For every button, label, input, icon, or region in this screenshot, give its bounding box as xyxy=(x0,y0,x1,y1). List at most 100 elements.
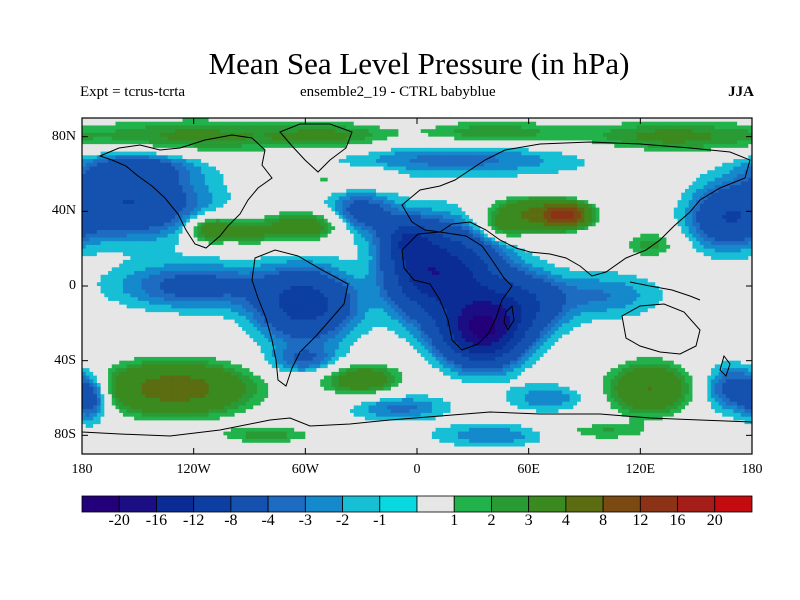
field-cell xyxy=(685,203,690,208)
field-cell xyxy=(543,181,548,186)
field-cell xyxy=(376,118,381,123)
field-cell xyxy=(577,174,582,179)
field-cell xyxy=(577,129,582,134)
field-cell xyxy=(562,170,567,175)
field-cell xyxy=(618,192,623,197)
field-cell xyxy=(230,155,236,160)
field-cell xyxy=(327,203,332,208)
field-cell xyxy=(725,196,731,201)
field-cell xyxy=(510,200,515,205)
field-cell xyxy=(189,192,195,197)
field-cell xyxy=(629,121,634,126)
field-cell xyxy=(361,166,366,171)
field-cell xyxy=(588,181,593,186)
field-cell xyxy=(100,140,105,145)
field-cell xyxy=(439,207,444,212)
field-cell xyxy=(115,177,120,182)
field-cell xyxy=(268,121,273,126)
field-cell xyxy=(320,177,325,182)
field-cell xyxy=(301,215,306,220)
field-cell xyxy=(502,121,507,126)
field-cell xyxy=(636,166,641,171)
field-cell xyxy=(565,177,571,182)
field-cell xyxy=(696,170,701,175)
field-cell xyxy=(323,207,329,212)
field-cell xyxy=(573,218,578,223)
field-cell xyxy=(238,144,243,149)
field-cell xyxy=(547,181,552,186)
field-cell xyxy=(655,170,660,175)
field-cell xyxy=(85,174,90,179)
field-cell xyxy=(335,181,340,186)
field-cell xyxy=(357,147,362,152)
field-cell xyxy=(223,132,228,138)
field-cell xyxy=(327,144,332,149)
field-cell xyxy=(245,136,250,141)
field-cell xyxy=(85,162,90,167)
field-cell xyxy=(249,144,254,149)
field-cell xyxy=(100,196,105,201)
field-cell xyxy=(428,166,433,171)
field-cell xyxy=(502,136,507,141)
field-cell xyxy=(100,211,105,216)
field-cell xyxy=(193,125,198,130)
field-cell xyxy=(122,188,128,194)
field-cell xyxy=(644,200,649,205)
field-cell xyxy=(688,192,693,197)
field-cell xyxy=(398,166,403,171)
field-cell xyxy=(565,144,571,149)
field-cell xyxy=(350,166,355,171)
field-cell xyxy=(163,174,169,179)
field-cell xyxy=(108,118,113,123)
field-cell xyxy=(100,185,105,190)
field-cell xyxy=(327,132,332,138)
field-cell xyxy=(558,118,563,123)
field-cell xyxy=(89,129,94,134)
field-cell xyxy=(443,136,448,141)
field-cell xyxy=(725,129,731,134)
field-cell xyxy=(253,147,258,152)
field-cell xyxy=(361,118,366,123)
field-cell xyxy=(454,162,459,167)
field-cell xyxy=(517,132,522,138)
field-cell xyxy=(640,181,645,186)
field-cell xyxy=(521,159,526,164)
field-cell xyxy=(629,159,634,164)
field-cell xyxy=(603,155,608,160)
field-cell xyxy=(595,162,600,167)
field-cell xyxy=(707,207,712,212)
field-cell xyxy=(309,155,314,160)
field-cell xyxy=(268,192,273,197)
field-cell xyxy=(636,196,641,201)
field-cell xyxy=(591,125,597,130)
field-cell xyxy=(379,215,384,220)
field-cell xyxy=(498,125,504,130)
field-cell xyxy=(264,211,269,216)
field-cell xyxy=(167,207,172,212)
field-cell xyxy=(256,147,262,152)
field-cell xyxy=(677,162,682,167)
field-cell xyxy=(681,159,686,164)
field-cell xyxy=(614,166,619,171)
field-cell xyxy=(443,215,448,220)
field-cell xyxy=(439,147,444,152)
field-cell xyxy=(312,162,317,167)
field-cell xyxy=(450,129,455,134)
field-cell xyxy=(677,121,682,126)
field-cell xyxy=(372,144,377,149)
field-cell xyxy=(152,132,157,138)
field-cell xyxy=(372,192,377,197)
field-cell xyxy=(547,121,552,126)
field-cell xyxy=(405,181,410,186)
field-cell xyxy=(465,203,470,208)
field-cell xyxy=(171,181,176,186)
field-cell xyxy=(428,218,433,223)
field-cell xyxy=(134,136,139,141)
field-cell xyxy=(472,170,477,175)
field-cell xyxy=(342,207,347,212)
field-cell xyxy=(632,211,638,216)
field-cell xyxy=(577,185,582,190)
field-cell xyxy=(160,144,165,149)
field-cell xyxy=(126,132,131,138)
field-cell xyxy=(100,181,105,186)
